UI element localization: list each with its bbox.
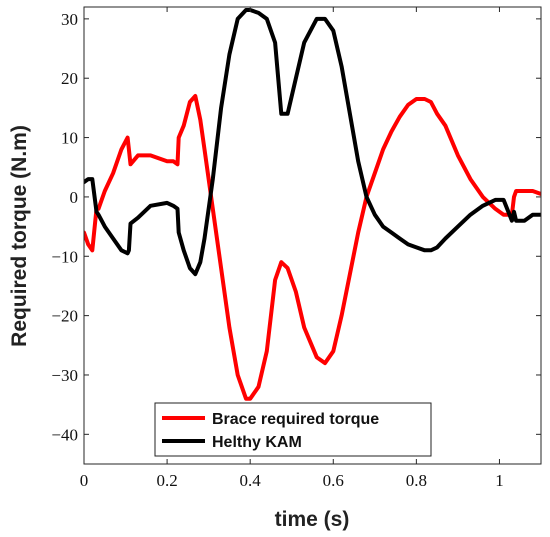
legend-label-helthy-kam: Helthy KAM	[212, 434, 302, 451]
y-tick-label: −40	[51, 425, 78, 444]
y-tick-label: −10	[51, 247, 78, 266]
legend-label-brace-required-torque: Brace required torque	[212, 411, 379, 428]
x-tick-label: 0.2	[156, 471, 177, 490]
legend: Brace required torque Helthy KAM	[154, 402, 432, 457]
series-line-brace-required-torque	[84, 94, 541, 401]
x-tick-label: 0	[80, 471, 89, 490]
y-tick-label: 0	[70, 188, 79, 207]
x-tick-label: 0.8	[406, 471, 427, 490]
axes-layer	[83, 6, 542, 465]
x-tick-label: 0.4	[240, 471, 262, 490]
y-axis-title: Required torque (N.m)	[8, 125, 31, 347]
x-tick-label: 1	[495, 471, 504, 490]
axes-frame	[83, 6, 542, 465]
ticks-layer: 0 0.2 0.4 0.6 0.8 1 −40 −30 −20 −10 0 10 20 30	[51, 7, 541, 490]
y-tick-label: −30	[51, 366, 78, 385]
series-layer	[84, 8, 541, 401]
y-tick-label: 10	[61, 129, 78, 148]
x-tick-label: 0.6	[323, 471, 344, 490]
legend-box	[154, 402, 432, 457]
y-tick-label: −20	[51, 307, 78, 326]
x-axis-title: time (s)	[275, 508, 350, 531]
plot-area	[84, 7, 541, 464]
y-tick-label: 30	[61, 10, 78, 29]
series-line-helthy-kam	[84, 8, 541, 277]
y-tick-label: 20	[61, 69, 78, 88]
